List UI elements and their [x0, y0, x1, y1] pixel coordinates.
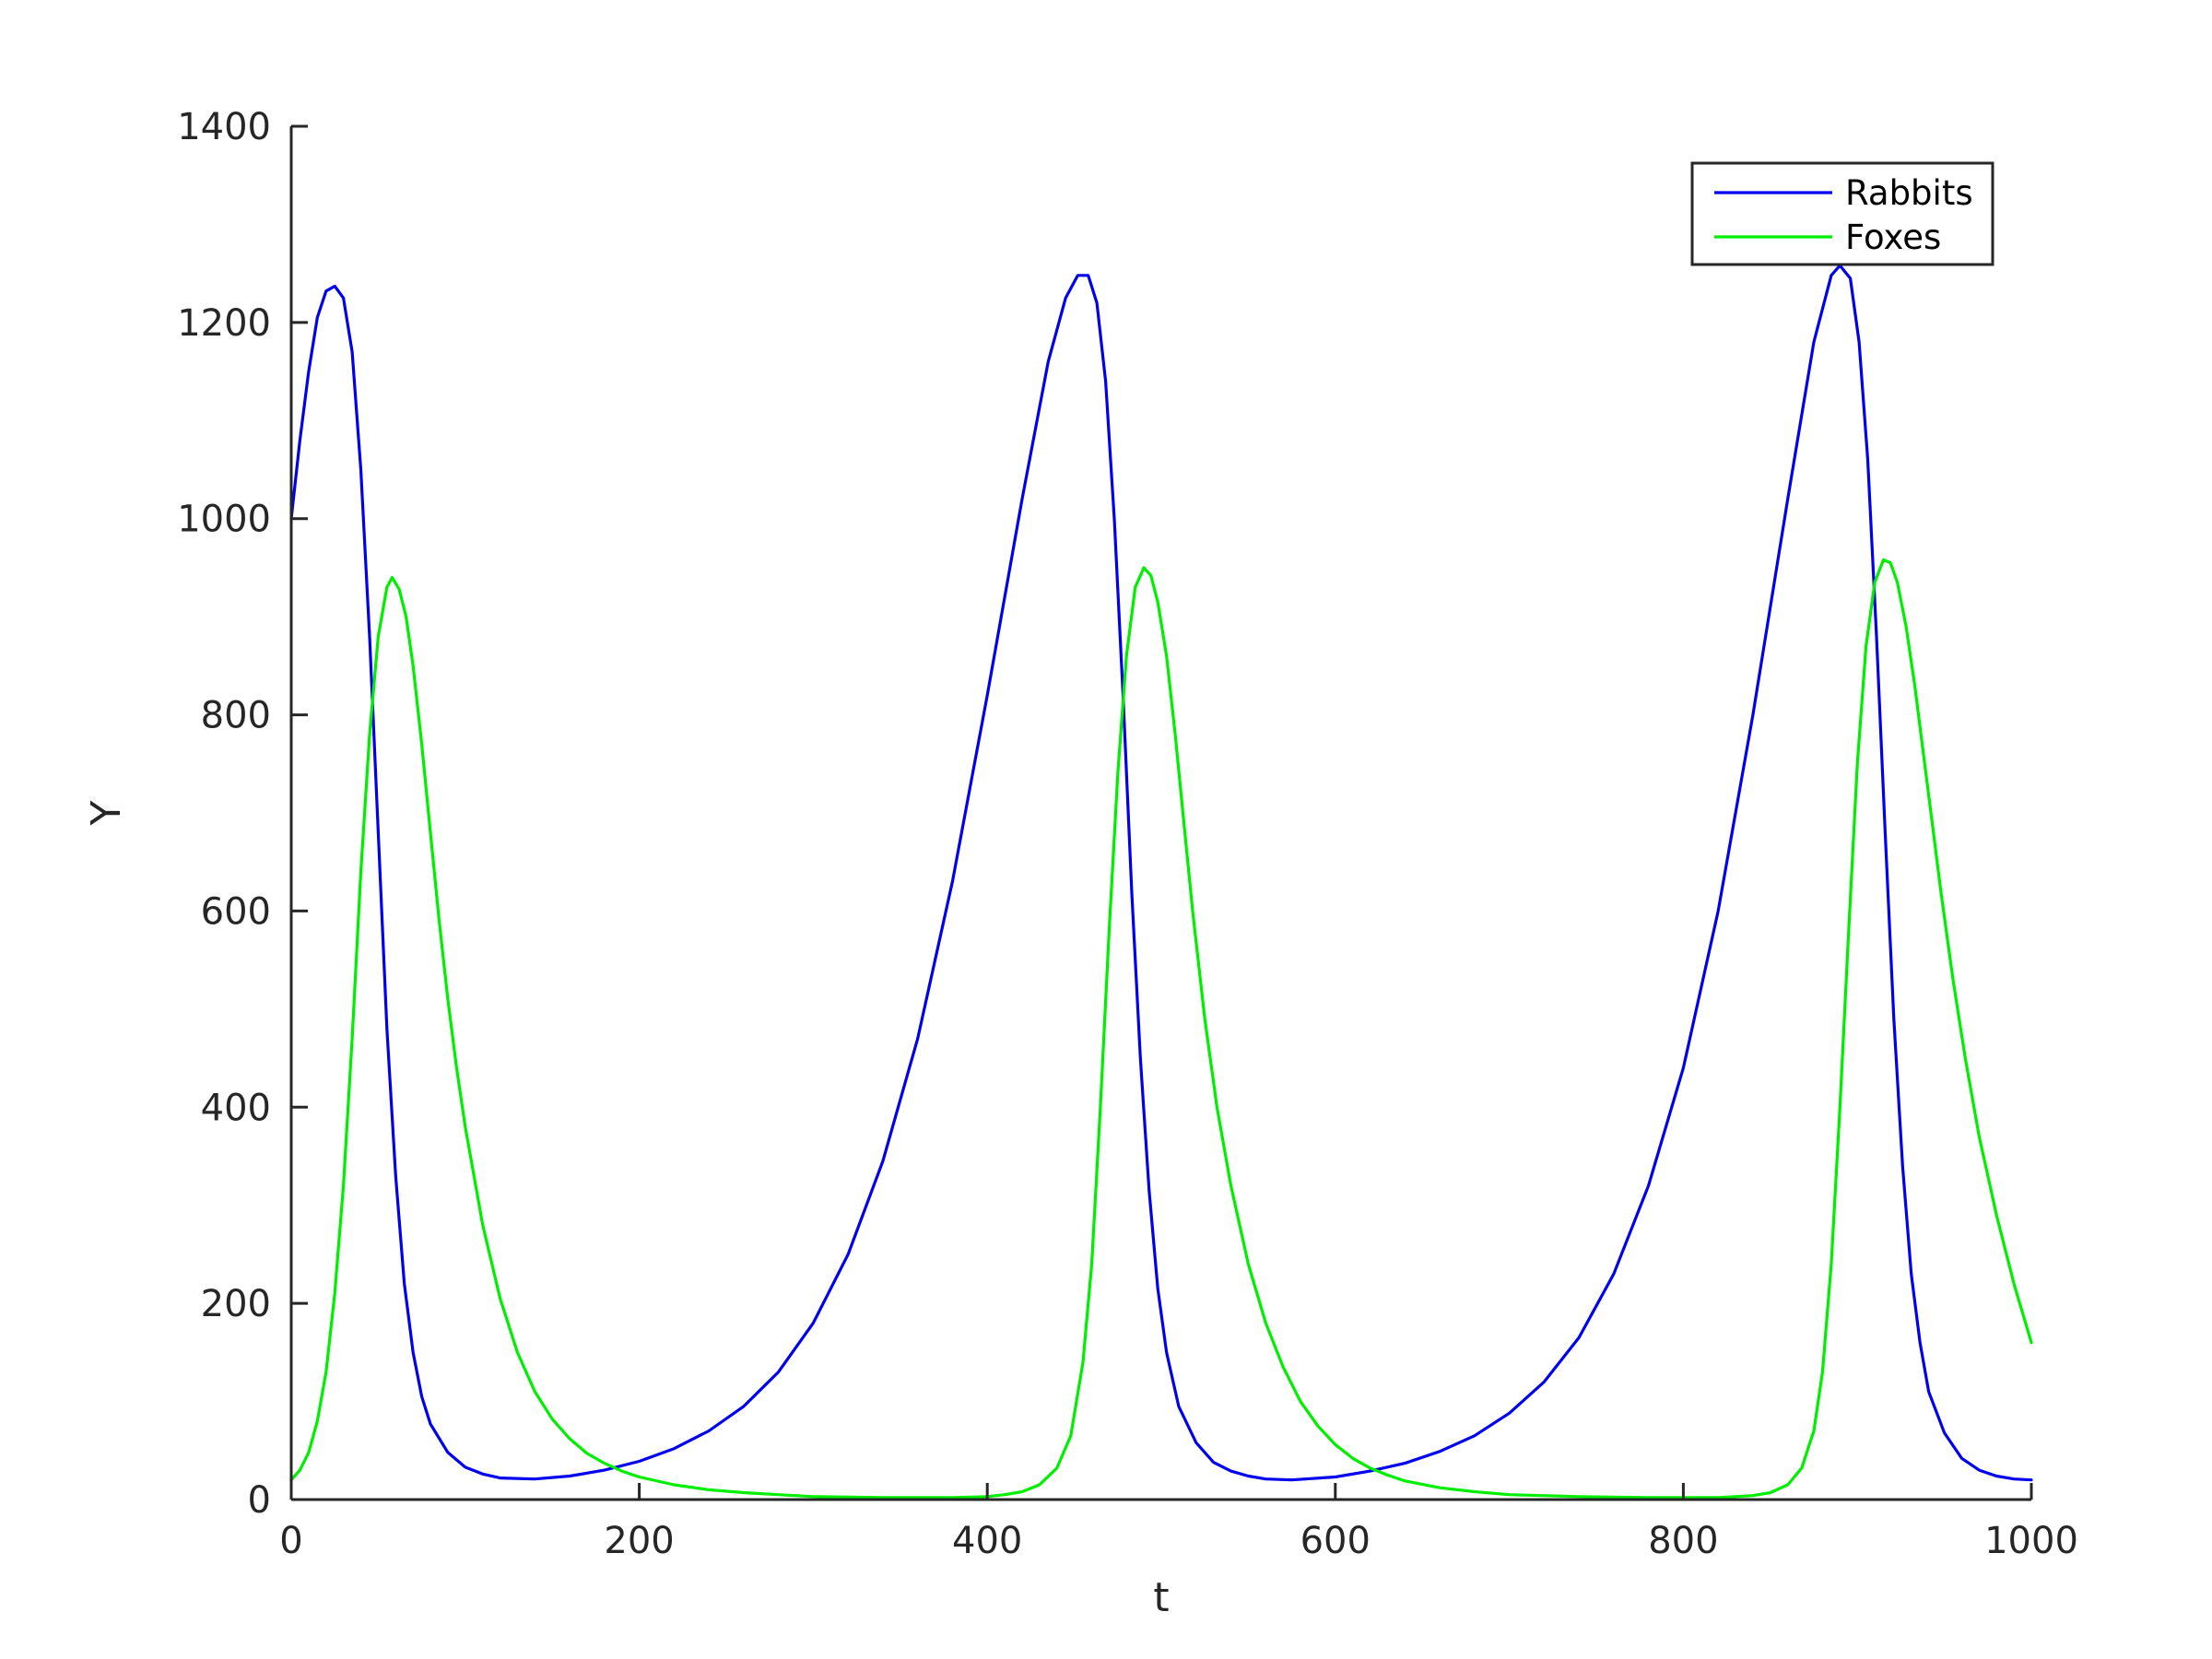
axes [289, 126, 2031, 1501]
y-tick-label: 200 [201, 1283, 271, 1325]
y-tick-label: 1400 [177, 106, 271, 148]
x-tick-label: 1000 [1984, 1520, 2078, 1562]
y-tick-label: 600 [201, 890, 271, 933]
y-tick-label: 800 [201, 695, 271, 737]
legend-box [1690, 161, 1994, 266]
series-line-rabbits [289, 264, 2033, 1482]
y-tick-label: 1000 [177, 499, 271, 541]
x-tick-label: 800 [1648, 1520, 1718, 1562]
y-tick-label: 0 [248, 1479, 271, 1522]
y-tick-label: 400 [201, 1087, 271, 1129]
series-line-foxes [289, 558, 2033, 1500]
x-tick-label: 200 [604, 1520, 674, 1562]
legend: Rabbits Foxes [1690, 161, 1994, 266]
y-tick-label: 1200 [177, 302, 271, 345]
ticks: 0 200 400 600 800 1000 0 200 400 600 800 1000 1200 14… [177, 106, 2078, 1562]
legend-label-foxes: Foxes [1845, 218, 1941, 257]
x-tick-label: 0 [279, 1520, 302, 1562]
y-axis-label: Y [83, 800, 130, 826]
x-tick-label: 600 [1300, 1520, 1371, 1562]
x-tick-label: 400 [952, 1520, 1022, 1562]
legend-label-rabbits: Rabbits [1845, 173, 1973, 213]
plot-area [289, 264, 2033, 1500]
x-axis-label: t [1153, 1574, 1169, 1621]
